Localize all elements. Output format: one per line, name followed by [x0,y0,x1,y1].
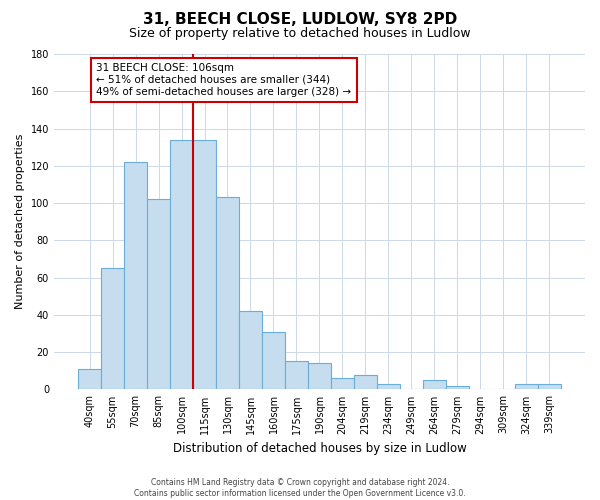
Bar [262,332,285,390]
Text: 31 BEECH CLOSE: 106sqm
← 51% of detached houses are smaller (344)
49% of semi-de: 31 BEECH CLOSE: 106sqm ← 51% of detached… [97,64,352,96]
Text: Contains HM Land Registry data © Crown copyright and database right 2024.
Contai: Contains HM Land Registry data © Crown c… [134,478,466,498]
Bar [101,268,124,390]
Bar [308,364,331,390]
Bar [515,384,538,390]
Bar [193,140,216,390]
X-axis label: Distribution of detached houses by size in Ludlow: Distribution of detached houses by size … [173,442,466,455]
Bar [354,374,377,390]
Bar [331,378,354,390]
Bar [147,200,170,390]
Bar [78,369,101,390]
Bar [423,380,446,390]
Bar [377,384,400,390]
Bar [239,311,262,390]
Y-axis label: Number of detached properties: Number of detached properties [15,134,25,310]
Bar [538,384,561,390]
Bar [216,198,239,390]
Bar [446,386,469,390]
Text: 31, BEECH CLOSE, LUDLOW, SY8 2PD: 31, BEECH CLOSE, LUDLOW, SY8 2PD [143,12,457,28]
Text: Size of property relative to detached houses in Ludlow: Size of property relative to detached ho… [129,28,471,40]
Bar [124,162,147,390]
Bar [285,362,308,390]
Bar [170,140,193,390]
